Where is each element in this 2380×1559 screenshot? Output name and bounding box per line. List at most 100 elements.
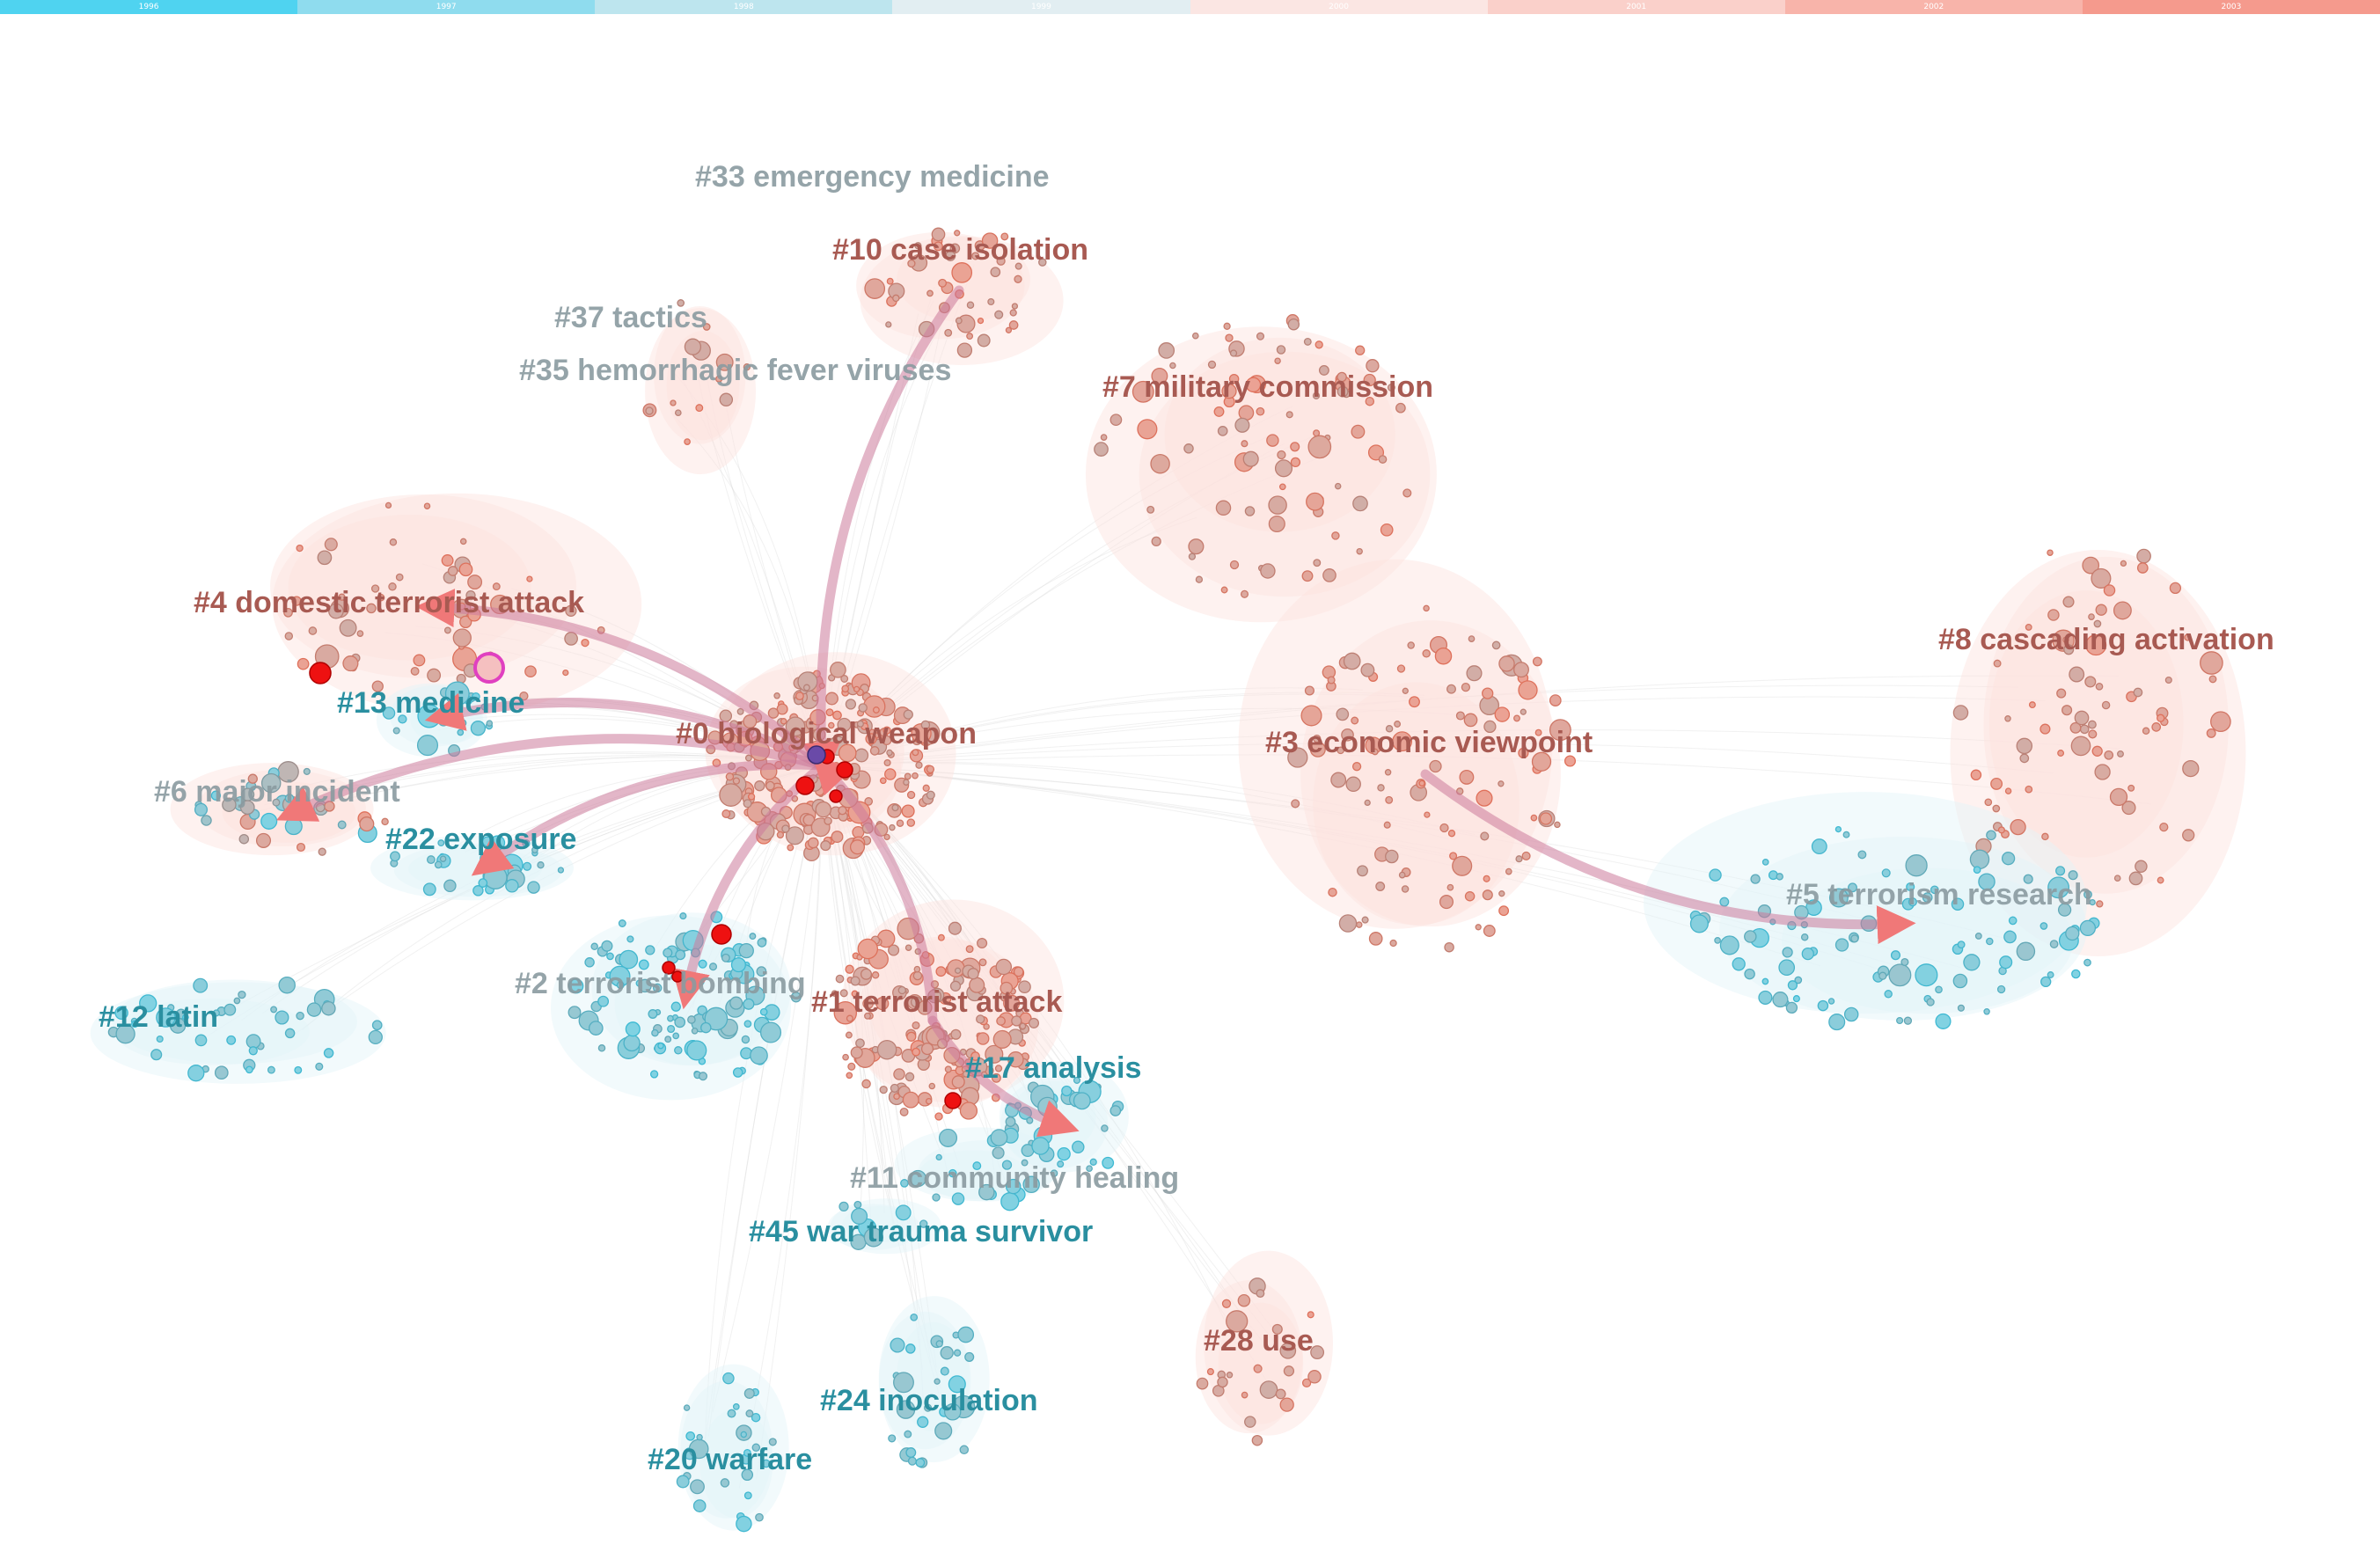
reference-node[interactable]	[743, 998, 755, 1010]
reference-node[interactable]	[392, 727, 400, 735]
reference-node[interactable]	[759, 1021, 782, 1043]
reference-node[interactable]	[210, 790, 222, 801]
reference-node[interactable]	[1306, 492, 1324, 511]
reference-node[interactable]	[875, 997, 890, 1011]
reference-node[interactable]	[1266, 434, 1279, 447]
reference-node[interactable]	[1287, 318, 1300, 331]
reference-node[interactable]	[1150, 453, 1170, 474]
reference-node[interactable]	[2055, 866, 2066, 876]
reference-node[interactable]	[1776, 873, 1783, 881]
reference-node[interactable]	[845, 1031, 853, 1039]
reference-node[interactable]	[957, 1326, 975, 1343]
reference-node[interactable]	[581, 638, 590, 648]
reference-node[interactable]	[1000, 981, 1014, 995]
reference-node[interactable]	[390, 851, 400, 862]
reference-node[interactable]	[223, 1003, 237, 1016]
reference-node[interactable]	[1038, 258, 1047, 267]
reference-node[interactable]	[238, 990, 246, 999]
reference-node[interactable]	[267, 1065, 275, 1074]
reference-node[interactable]	[1343, 652, 1361, 670]
reference-node[interactable]	[686, 1040, 707, 1061]
reference-node[interactable]	[690, 1479, 705, 1495]
reference-node[interactable]	[912, 1021, 920, 1030]
reference-node[interactable]	[839, 989, 848, 998]
reference-node[interactable]	[882, 735, 892, 746]
reference-node[interactable]	[901, 804, 915, 818]
reference-node[interactable]	[1245, 377, 1262, 393]
reference-node[interactable]	[1022, 1175, 1040, 1194]
reference-node[interactable]	[928, 1082, 936, 1090]
reference-node[interactable]	[342, 655, 359, 672]
reference-node[interactable]	[601, 940, 613, 952]
reference-node[interactable]	[1011, 303, 1019, 310]
reference-node[interactable]	[903, 709, 913, 720]
cluster-label-c8[interactable]: #8 cascading activation	[1938, 623, 2274, 656]
reference-node[interactable]	[912, 1047, 920, 1057]
reference-node[interactable]	[1999, 955, 2013, 970]
reference-node[interactable]	[2079, 919, 2097, 937]
reference-node[interactable]	[702, 323, 711, 331]
reference-node[interactable]	[1363, 373, 1376, 387]
reference-node[interactable]	[909, 1169, 926, 1188]
reference-node[interactable]	[1978, 873, 1996, 890]
reference-node[interactable]	[956, 342, 973, 358]
reference-node[interactable]	[1100, 434, 1108, 441]
reference-node[interactable]	[959, 1445, 970, 1455]
cluster-label-c5[interactable]: #5 terrorism research	[1786, 878, 2092, 911]
reference-node[interactable]	[732, 777, 741, 785]
reference-node[interactable]	[284, 632, 294, 640]
reference-node[interactable]	[384, 501, 392, 509]
cluster-label-c22[interactable]: #22 exposure	[385, 823, 576, 856]
reference-node[interactable]	[1089, 1158, 1097, 1166]
cluster-label-c28[interactable]: #28 use	[1204, 1324, 1314, 1358]
reference-node[interactable]	[1787, 980, 1798, 991]
reference-node[interactable]	[950, 1028, 962, 1040]
reference-node[interactable]	[1539, 812, 1553, 825]
reference-node[interactable]	[1402, 687, 1409, 694]
reference-node[interactable]	[850, 1046, 863, 1059]
reference-node[interactable]	[768, 1438, 777, 1446]
reference-node[interactable]	[903, 779, 910, 786]
reference-node[interactable]	[934, 1378, 941, 1385]
reference-node[interactable]	[981, 232, 999, 249]
reference-node[interactable]	[1277, 450, 1286, 460]
reference-node[interactable]	[2127, 784, 2135, 792]
reference-node[interactable]	[795, 692, 804, 701]
reference-node[interactable]	[1468, 635, 1476, 642]
reference-node[interactable]	[1307, 435, 1332, 459]
reference-node[interactable]	[1986, 937, 1994, 946]
reference-node[interactable]	[773, 692, 780, 699]
reference-node[interactable]	[965, 945, 974, 954]
reference-node[interactable]	[1857, 850, 1867, 860]
reference-node[interactable]	[1447, 830, 1456, 838]
reference-node[interactable]	[871, 971, 880, 979]
reference-node[interactable]	[948, 921, 962, 935]
reference-node[interactable]	[492, 582, 501, 591]
reference-node[interactable]	[315, 1062, 324, 1071]
reference-node[interactable]	[715, 353, 734, 371]
reference-node[interactable]	[638, 978, 652, 993]
reference-node[interactable]	[1228, 373, 1240, 384]
reference-node[interactable]	[926, 765, 935, 774]
reference-node[interactable]	[2056, 688, 2067, 699]
reference-node[interactable]	[427, 668, 442, 683]
reference-node[interactable]	[1364, 799, 1371, 807]
reference-node[interactable]	[933, 241, 943, 252]
reference-node[interactable]	[2088, 613, 2095, 620]
reference-node[interactable]	[951, 1192, 965, 1205]
reference-node[interactable]	[672, 1032, 680, 1040]
reference-node[interactable]	[977, 317, 985, 325]
reference-node[interactable]	[410, 666, 420, 676]
reference-node[interactable]	[337, 820, 347, 830]
reference-node[interactable]	[1001, 1160, 1013, 1170]
reference-node[interactable]	[1744, 930, 1757, 943]
reference-node[interactable]	[1283, 1365, 1295, 1377]
reference-node[interactable]	[807, 837, 819, 849]
reference-node[interactable]	[465, 589, 476, 601]
reference-node[interactable]	[683, 1404, 691, 1411]
reference-node[interactable]	[743, 1491, 752, 1500]
reference-node[interactable]	[194, 802, 209, 816]
reference-node[interactable]	[925, 1097, 933, 1105]
reference-node[interactable]	[328, 603, 344, 619]
reference-node[interactable]	[557, 867, 565, 874]
